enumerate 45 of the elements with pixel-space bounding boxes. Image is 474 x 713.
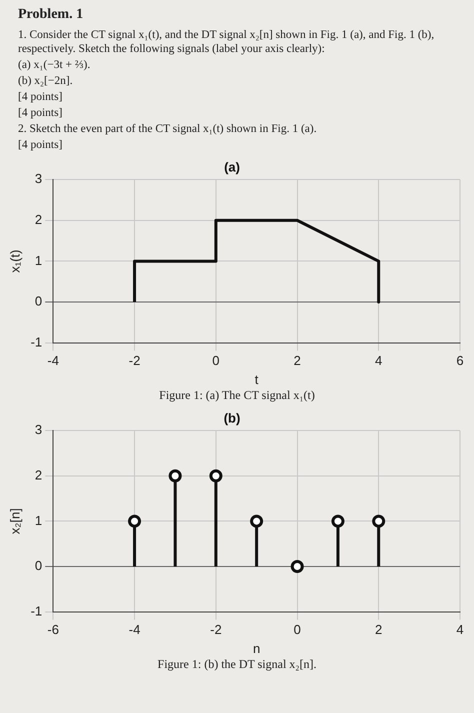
point (128, 514, 142, 528)
point (168, 469, 182, 482)
x-tick-label: -4 (128, 622, 140, 638)
x-axis-title: t (254, 372, 259, 387)
x-tick-label: 4 (375, 353, 382, 368)
point (372, 514, 386, 528)
x-tick-label: 6 (456, 353, 464, 368)
y-tick-label: 1 (34, 512, 42, 528)
point (290, 560, 304, 573)
x-tick-label: -2 (128, 353, 140, 368)
x-tick-label: 0 (212, 353, 220, 368)
x-tick-label: 2 (294, 353, 301, 368)
y-tick-label: 2 (34, 212, 42, 227)
y-axis-title: x₁(t) (7, 250, 22, 273)
y-tick-label: 3 (34, 422, 42, 438)
x-tick-label: -6 (47, 622, 59, 638)
y-axis-title: x₂[n] (7, 508, 22, 534)
caption: Figure 1: (a) The CT signal x₁(t) (158, 388, 316, 403)
x-tick-label: -2 (210, 622, 222, 638)
x-tick-label: 2 (375, 622, 382, 638)
y-tick-label: 1 (34, 252, 42, 268)
text: [4 points] (18, 90, 64, 104)
chart-title: (b) (224, 410, 240, 426)
text: (a) x₁(−3t + ⅔). (18, 58, 92, 72)
y-tick-label: -1 (30, 603, 42, 618)
y-tick-label: 0 (34, 558, 42, 574)
y-tick-label: 0 (34, 294, 42, 309)
text: (b) x₂[−2n]. (18, 74, 74, 88)
text: [4 points] (18, 138, 64, 152)
text: 1. Consider the CT signal x₁(t), and the DT signal x₂[n] shown in Fig. 1 (a), and Fig. 1 (b), respectively. Sketch the following signals (label your axis clearly): (18, 28, 436, 56)
text: [4 points] (18, 106, 64, 120)
x-axis-title: n (252, 640, 260, 656)
y-tick-label: 3 (34, 171, 42, 186)
x-tick-label: 0 (294, 622, 301, 638)
text: Problem. 1 (18, 7, 84, 22)
point (209, 469, 222, 482)
x-tick-label: 4 (456, 622, 464, 638)
chart-title: (a) (224, 159, 240, 174)
point (331, 514, 344, 528)
caption: Figure 1: (b) the DT signal x₂[n]. (156, 657, 318, 672)
point (250, 514, 264, 528)
text: 2. Sketch the even part of the CT signal x₁(t) shown in Fig. 1 (a). (18, 122, 318, 136)
x-tick-label: -4 (47, 353, 59, 368)
y-tick-label: 2 (34, 467, 42, 482)
y-tick-label: -1 (30, 334, 42, 350)
